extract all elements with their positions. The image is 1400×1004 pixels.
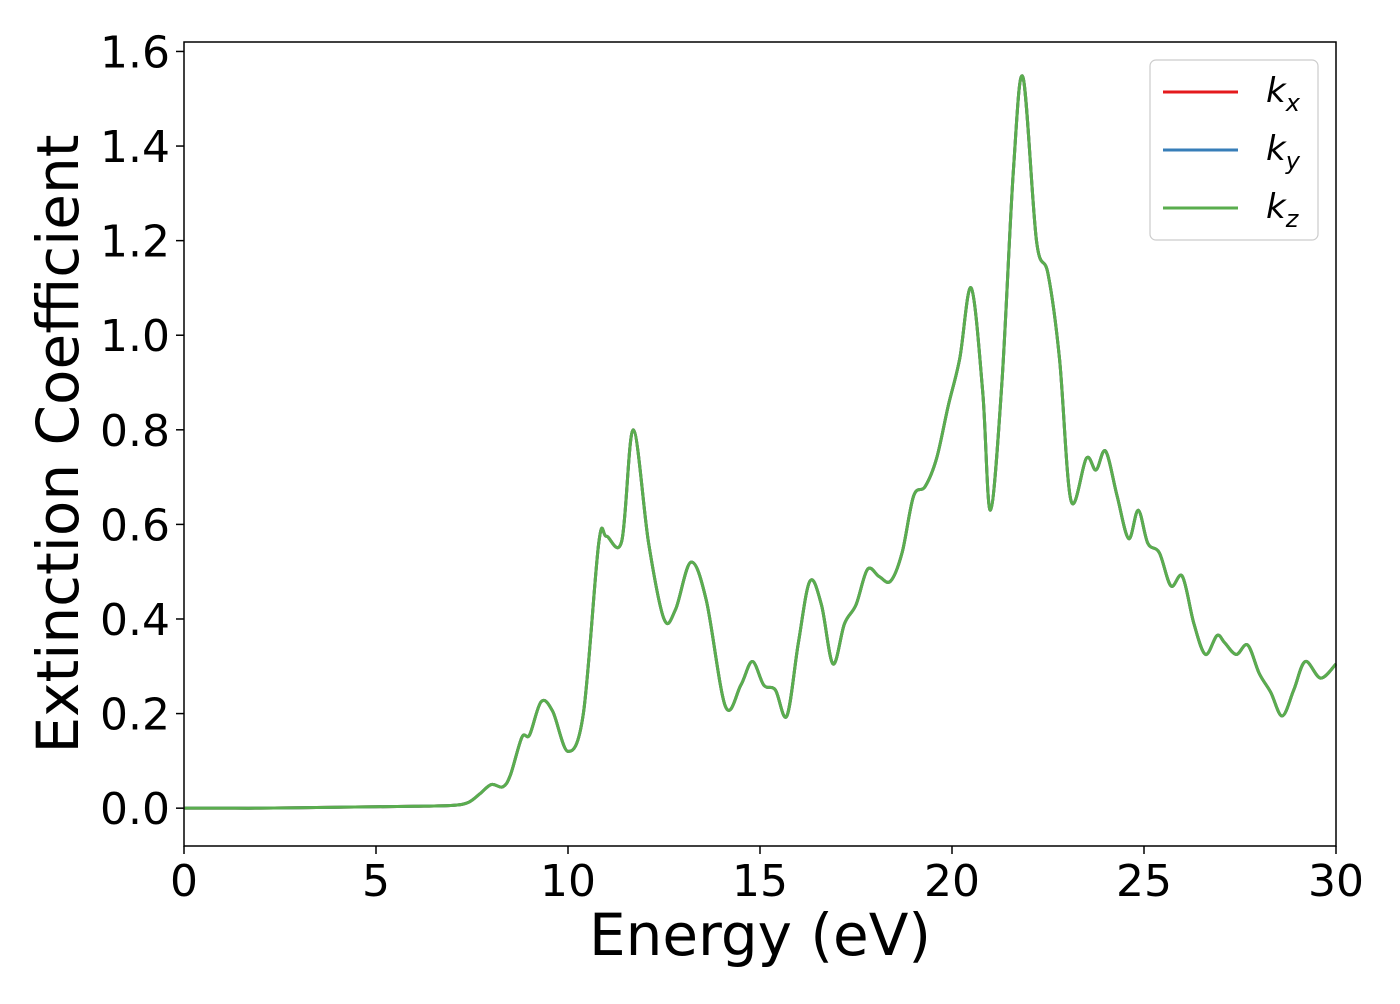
y-axis-title: Extinction Coefficient bbox=[24, 135, 92, 754]
x-tick-label: 10 bbox=[540, 856, 596, 907]
x-tick-label: 25 bbox=[1116, 856, 1172, 907]
y-tick-label: 0.0 bbox=[100, 784, 170, 835]
legend-items: kx ky kz bbox=[1163, 71, 1301, 233]
series-layer bbox=[184, 74, 1338, 810]
y-tick-label: 1.0 bbox=[100, 311, 170, 362]
y-tick-label: 0.6 bbox=[100, 500, 170, 551]
legend: kx ky kz bbox=[1149, 59, 1319, 241]
y-axis-ticks: 0.0 0.2 0.4 0.6 0.8 1.0 1.2 1.4 1.6 bbox=[100, 27, 184, 835]
x-axis-ticks: 0 5 10 15 20 25 30 bbox=[170, 846, 1364, 907]
x-axis-title: Energy (eV) bbox=[589, 901, 931, 969]
legend-label-z: kz bbox=[1266, 187, 1300, 233]
x-tick-label: 30 bbox=[1308, 856, 1364, 907]
y-tick-label: 1.2 bbox=[100, 217, 170, 268]
legend-label-x: kx bbox=[1266, 71, 1301, 117]
series-line-z bbox=[184, 74, 1338, 810]
y-tick-label: 0.2 bbox=[100, 690, 170, 741]
legend-label-y: ky bbox=[1266, 129, 1301, 175]
y-tick-label: 0.8 bbox=[100, 406, 170, 457]
x-tick-label: 20 bbox=[924, 856, 980, 907]
y-tick-label: 1.6 bbox=[100, 27, 170, 78]
y-tick-label: 1.4 bbox=[100, 122, 170, 173]
x-tick-label: 5 bbox=[362, 856, 390, 907]
x-tick-label: 0 bbox=[170, 856, 198, 907]
x-tick-label: 15 bbox=[732, 856, 788, 907]
y-tick-label: 0.4 bbox=[100, 595, 170, 646]
